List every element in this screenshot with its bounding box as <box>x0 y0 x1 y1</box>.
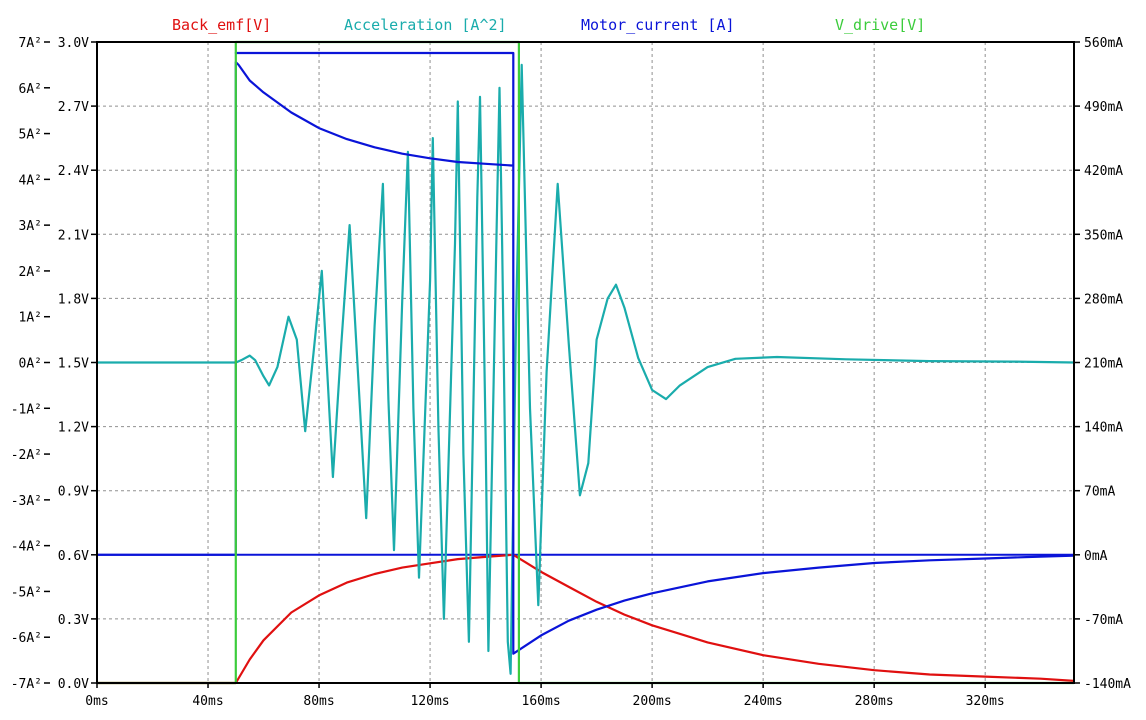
accel-tick-label-8: -1A² <box>11 402 42 417</box>
motor-current-line <box>97 51 1075 655</box>
volt-tick-label-8: 0.6V <box>58 549 89 564</box>
legend-v-drive: V_drive[V] <box>835 16 925 34</box>
accel-tick-label-13: -6A² <box>11 631 42 646</box>
current-tick-label-6: 140mA <box>1084 421 1123 436</box>
legend-back-emf: Back_emf[V] <box>172 16 271 34</box>
tick-layer <box>44 41 1080 688</box>
volt-tick-label-2: 2.4V <box>58 164 89 179</box>
accel-tick-label-11: -4A² <box>11 540 42 555</box>
x-tick-label-6: 240ms <box>744 694 783 709</box>
accel-tick-label-4: 3A² <box>19 219 42 234</box>
legend-motor-current: Motor_current [A] <box>581 16 735 34</box>
accel-tick-label-2: 5A² <box>19 128 42 143</box>
current-tick-label-4: 280mA <box>1084 292 1123 307</box>
volt-tick-label-10: 0.0V <box>58 677 89 692</box>
x-tick-label-5: 200ms <box>633 694 672 709</box>
accel-tick-label-1: 6A² <box>19 82 42 97</box>
x-tick-label-1: 40ms <box>192 694 223 709</box>
accel-tick-label-5: 2A² <box>19 265 42 280</box>
current-tick-label-7: 70mA <box>1084 485 1115 500</box>
current-tick-label-0: 560mA <box>1084 36 1123 51</box>
acceleration-line <box>97 63 1075 675</box>
x-tick-label-8: 320ms <box>966 694 1005 709</box>
current-tick-label-9: -70mA <box>1084 613 1123 628</box>
x-tick-label-0: 0ms <box>85 694 108 709</box>
accel-tick-label-14: -7A² <box>11 677 42 692</box>
accel-tick-label-0: 7A² <box>19 36 42 51</box>
volt-tick-label-1: 2.7V <box>58 100 89 115</box>
current-tick-label-1: 490mA <box>1084 100 1123 115</box>
current-tick-label-10: -140mA <box>1084 677 1131 692</box>
volt-tick-label-9: 0.3V <box>58 613 89 628</box>
tick-labels: 0ms 40ms 80ms 120ms 160ms 200ms 240ms 280ms 320m… <box>11 36 1131 709</box>
volt-tick-label-0: 3.0V <box>58 36 89 51</box>
legend: Back_emf[V] Acceleration [A^2] Motor_cur… <box>172 16 925 34</box>
accel-tick-label-7: 0A² <box>19 357 42 372</box>
legend-acceleration: Acceleration [A^2] <box>344 16 507 34</box>
back-emf-line <box>97 553 1075 685</box>
x-tick-label-4: 160ms <box>522 694 561 709</box>
x-tick-label-7: 280ms <box>855 694 894 709</box>
x-tick-label-2: 80ms <box>303 694 334 709</box>
volt-tick-label-6: 1.2V <box>58 421 89 436</box>
current-tick-label-3: 350mA <box>1084 228 1123 243</box>
accel-tick-label-10: -3A² <box>11 494 42 509</box>
accel-tick-label-3: 4A² <box>19 173 42 188</box>
current-tick-label-2: 420mA <box>1084 164 1123 179</box>
gridlines <box>97 42 1074 683</box>
current-tick-label-5: 210mA <box>1084 357 1123 372</box>
accel-tick-label-6: 1A² <box>19 311 42 326</box>
accel-tick-label-9: -2A² <box>11 448 42 463</box>
volt-tick-label-7: 0.9V <box>58 485 89 500</box>
current-tick-label-8: 0mA <box>1084 549 1108 564</box>
volt-tick-label-5: 1.5V <box>58 357 89 372</box>
accel-tick-label-12: -5A² <box>11 585 42 600</box>
x-tick-label-3: 120ms <box>410 694 449 709</box>
volt-tick-label-3: 2.1V <box>58 228 89 243</box>
volt-tick-label-4: 1.8V <box>58 292 89 307</box>
